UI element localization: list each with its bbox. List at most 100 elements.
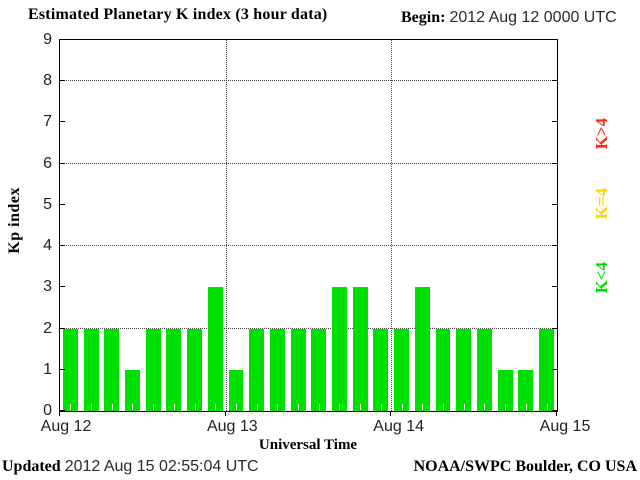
y-tick-right xyxy=(552,80,558,82)
kp-bar-22 xyxy=(518,369,534,411)
x-minor-tick xyxy=(318,404,320,410)
kp-slot xyxy=(308,40,329,411)
y-tick-right xyxy=(552,368,558,370)
kp-slot xyxy=(433,40,454,411)
kp-bar-17 xyxy=(414,287,430,411)
y-tick-right xyxy=(552,39,558,40)
y-tick-right xyxy=(552,286,558,288)
kp-bar-9 xyxy=(249,328,265,411)
kp-slot xyxy=(412,40,433,411)
kp-slot xyxy=(81,40,102,411)
kp-slot xyxy=(164,40,185,411)
kp-slot xyxy=(205,40,226,411)
x-minor-tick xyxy=(339,404,341,410)
x-minor-tick xyxy=(443,404,444,410)
y-tick-left xyxy=(59,39,65,40)
x-minor-tick xyxy=(463,404,465,410)
kp-bar-23 xyxy=(539,328,554,411)
y-tick-right xyxy=(552,162,558,164)
y-tick-label: 2 xyxy=(43,319,52,337)
x-day-tick xyxy=(224,411,226,416)
y-tick-left xyxy=(59,121,65,123)
bar-series xyxy=(60,40,557,411)
x-minor-tick xyxy=(298,404,300,410)
y-tick-label: 9 xyxy=(43,31,52,48)
y-tick-label: 8 xyxy=(43,72,52,90)
updated-value: 2012 Aug 15 02:55:04 UTC xyxy=(64,458,259,475)
kp-bar-1 xyxy=(83,328,99,411)
kp-bar-5 xyxy=(166,328,182,411)
legend-k-eq-4: K=4 xyxy=(592,188,611,220)
kp-bar-8 xyxy=(228,369,244,411)
x-minor-tick xyxy=(215,404,217,410)
y-tick-label: 7 xyxy=(43,113,52,131)
x-minor-tick xyxy=(111,404,113,410)
x-minor-tick xyxy=(194,404,196,410)
plot-area: 0 1 2 3 4 5 6 7 8 9 xyxy=(43,32,558,419)
x-minor-tick xyxy=(256,404,258,410)
kp-bar-3 xyxy=(125,369,140,411)
x-day-tick xyxy=(556,411,557,416)
kp-slot xyxy=(288,40,309,411)
kp-slot xyxy=(60,40,81,411)
y-tick-label: 5 xyxy=(43,195,52,213)
x-day-label: Aug 12 xyxy=(40,418,92,435)
kp-slot xyxy=(371,40,392,411)
y-tick-label: 0 xyxy=(43,402,52,419)
source-attribution: NOAA/SWPC Boulder, CO USA xyxy=(413,458,637,475)
kp-slot xyxy=(515,40,536,411)
x-day-tick xyxy=(390,411,392,416)
kp-slot xyxy=(267,40,288,411)
kp-bar-18 xyxy=(435,328,451,411)
x-minor-tick xyxy=(132,404,134,410)
kp-bar-20 xyxy=(476,328,492,411)
kp-slot xyxy=(122,40,143,411)
gridline-horizontal xyxy=(60,162,557,164)
x-axis-label: Universal Time xyxy=(258,437,358,453)
y-tick-right xyxy=(552,121,558,123)
y-tick-right xyxy=(552,410,558,411)
y-tick-label: 1 xyxy=(43,360,52,378)
y-tick-label: 3 xyxy=(43,278,52,296)
begin-label: Begin: xyxy=(401,9,446,26)
kp-bar-7 xyxy=(207,287,223,411)
y-tick-left xyxy=(59,368,65,370)
kp-slot xyxy=(246,40,267,411)
y-tick-left xyxy=(59,327,65,329)
x-minor-tick xyxy=(525,404,527,410)
gridline-horizontal xyxy=(60,80,557,82)
x-minor-tick xyxy=(153,404,155,410)
kp-slot xyxy=(495,40,516,411)
y-tick-left xyxy=(59,203,65,205)
kp-slot xyxy=(453,40,474,411)
x-minor-tick xyxy=(380,404,382,410)
kp-slot xyxy=(101,40,122,411)
kp-bar-12 xyxy=(311,328,327,411)
y-tick-label: 6 xyxy=(43,154,52,172)
kp-slot xyxy=(350,40,371,411)
x-minor-tick xyxy=(91,404,93,410)
kp-slot xyxy=(226,40,247,411)
kp-slot xyxy=(143,40,164,411)
kp-slot xyxy=(474,40,495,411)
y-tick-left xyxy=(59,410,65,411)
kp-bar-14 xyxy=(352,287,368,411)
x-day-label: Aug 14 xyxy=(373,418,425,435)
legend-k-lt-4: K<4 xyxy=(592,262,611,294)
gridline-horizontal xyxy=(60,245,557,247)
kp-bar-15 xyxy=(373,328,389,411)
x-minor-tick xyxy=(70,404,72,410)
updated-label: Updated xyxy=(2,458,61,475)
begin-value: 2012 Aug 12 0000 UTC xyxy=(449,9,617,26)
y-tick-left xyxy=(59,80,65,82)
legend-k-gt-4: K>4 xyxy=(592,118,611,150)
kp-bar-2 xyxy=(104,328,120,411)
kp-bar-10 xyxy=(269,328,285,411)
gridline-horizontal xyxy=(60,327,557,329)
x-minor-tick xyxy=(422,404,424,410)
kp-bar-13 xyxy=(332,287,347,411)
kp-bar-6 xyxy=(187,328,203,411)
x-minor-tick xyxy=(401,404,403,410)
kp-bar-4 xyxy=(145,328,161,411)
